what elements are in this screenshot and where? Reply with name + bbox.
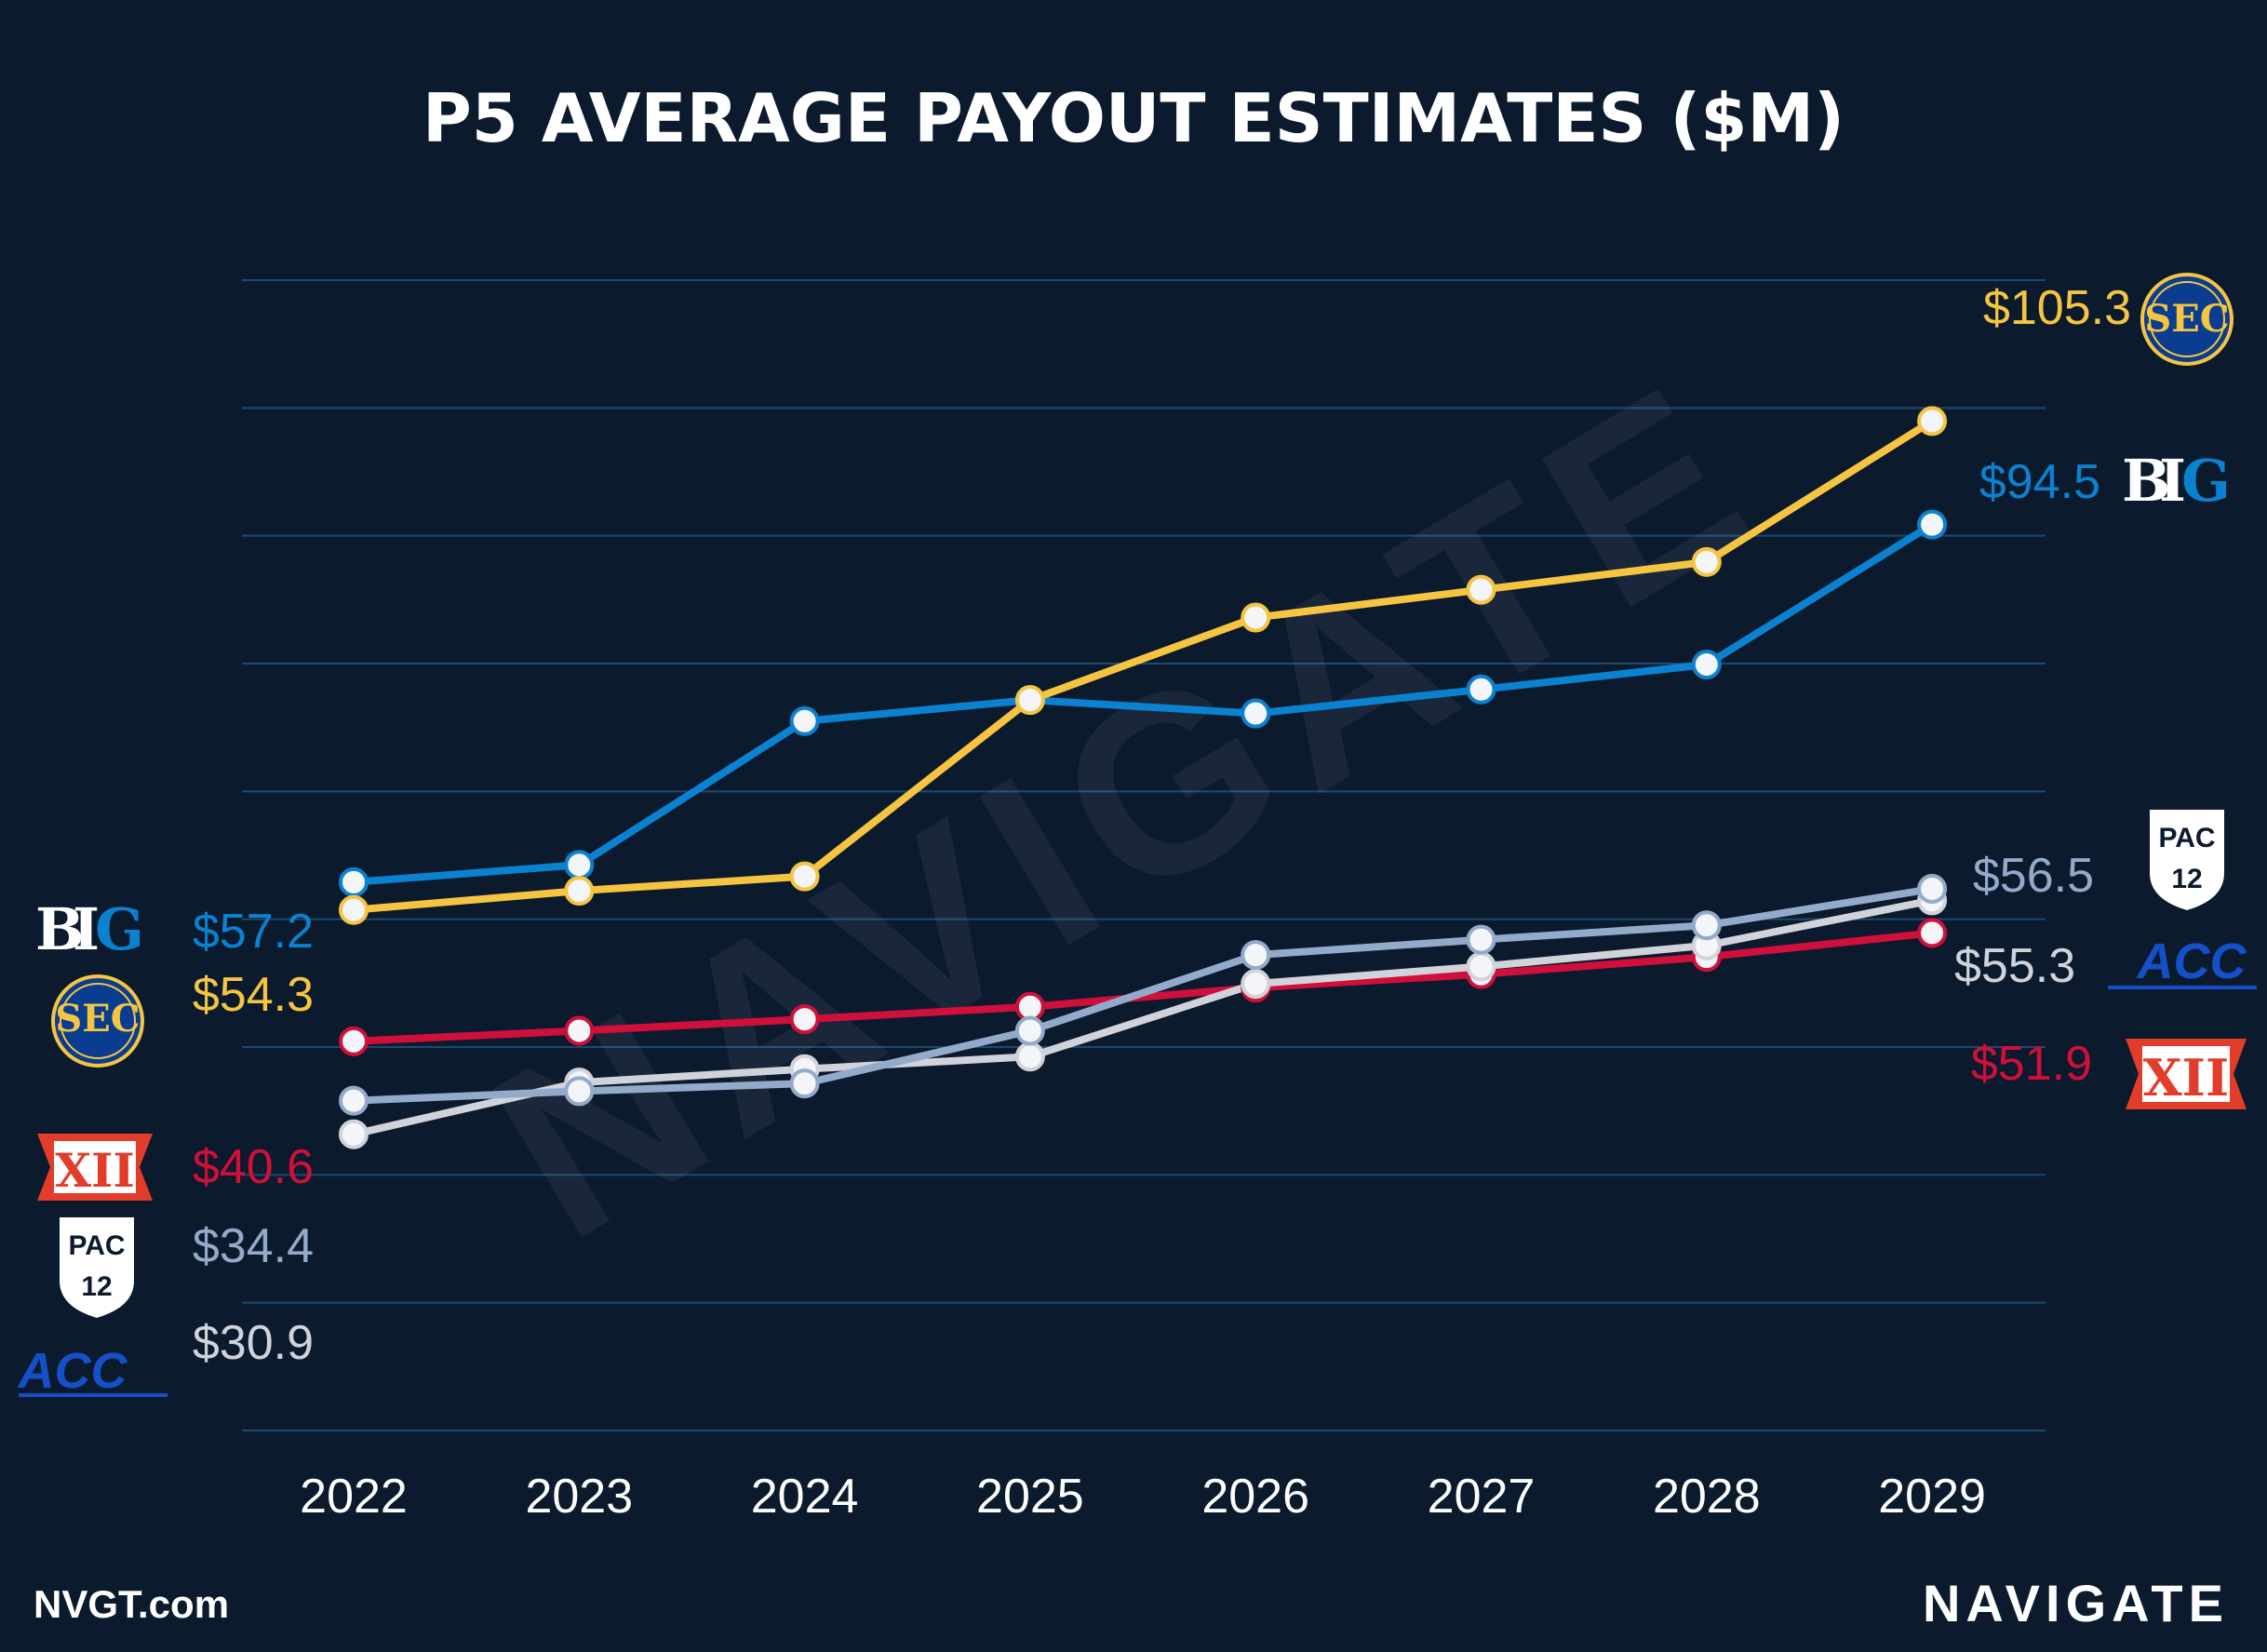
data-point-pac-12 [789, 1068, 820, 1099]
start-label-big-12: $40.6 [193, 1140, 314, 1194]
acc-logo-left: ACC [17, 1343, 168, 1399]
data-point-pac-12 [1014, 1015, 1045, 1046]
data-point-big-12 [1917, 918, 1948, 948]
svg-text:12: 12 [81, 1271, 112, 1302]
pac-12-logo-right: PAC 12 [2146, 806, 2228, 915]
gridlines [242, 279, 2046, 1431]
svg-text:XII: XII [2143, 1048, 2229, 1108]
data-point-pac-12 [564, 1076, 595, 1107]
series-labels: $54.3 $105.3 $57.2 $94.5 $34.4 $56.5 $30.9 $55.… [193, 281, 2131, 1370]
sec-logo-left: SEC [51, 974, 144, 1068]
series-points [339, 406, 1948, 1149]
start-label-sec: $54.3 [193, 968, 314, 1022]
data-point-big-ten [1241, 698, 1271, 729]
x-axis-ticks: 2022 2023 2024 2025 2026 2027 2028 2029 [300, 1470, 1986, 1524]
big-12-logo-left: XII [37, 1134, 153, 1201]
data-point-big-12 [789, 1004, 820, 1035]
data-point-pac-12 [1691, 910, 1722, 941]
x-tick-label: 2029 [1878, 1470, 1986, 1524]
data-point-big-ten [1691, 650, 1722, 680]
data-point-pac-12 [1466, 924, 1496, 955]
big-12-logo-right: XII [2126, 1039, 2247, 1109]
x-tick-label: 2024 [751, 1470, 859, 1524]
svg-text:B: B [35, 895, 84, 963]
data-point-big-12 [339, 1026, 369, 1056]
data-point-sec [1917, 406, 1948, 437]
data-point-big-ten [339, 866, 369, 897]
svg-text:ACC: ACC [2136, 933, 2247, 989]
series-line-big-12 [350, 929, 1937, 1045]
data-point-sec [1014, 685, 1045, 716]
chart-title: P5 AVERAGE PAYOUT ESTIMATES ($M) [423, 79, 1844, 157]
pac-12-logo-left: PAC 12 [56, 1214, 138, 1323]
svg-text:PAC: PAC [68, 1230, 125, 1261]
footer-site: NVGT.com [34, 1582, 229, 1626]
end-label-pac-12: $56.5 [1973, 849, 2094, 903]
end-label-sec: $105.3 [1983, 281, 2131, 335]
svg-text:PAC: PAC [2158, 823, 2215, 853]
x-tick-label: 2023 [525, 1470, 633, 1524]
data-point-sec [1241, 602, 1271, 633]
svg-text:G: G [95, 895, 144, 963]
sec-logo-right: SEC [2140, 273, 2233, 366]
data-point-big-ten [1466, 674, 1496, 705]
series-line-sec [350, 417, 1937, 914]
start-label-pac-12: $34.4 [193, 1219, 314, 1273]
data-point-big-12 [564, 1015, 595, 1046]
end-label-big-12: $51.9 [1971, 1037, 2092, 1091]
watermark: NAVIGATE [451, 326, 1804, 1292]
x-tick-label: 2025 [976, 1470, 1084, 1524]
data-point-sec [1691, 546, 1722, 577]
data-point-sec [564, 876, 595, 907]
x-tick-label: 2022 [300, 1470, 408, 1524]
acc-logo-right: ACC [2108, 933, 2257, 989]
x-tick-label: 2027 [1428, 1470, 1536, 1524]
data-point-big-ten [789, 705, 820, 736]
data-point-sec [339, 894, 369, 925]
data-point-pac-12 [1917, 874, 1948, 905]
end-label-big-ten: $94.5 [1979, 455, 2100, 509]
data-point-big-ten [1917, 509, 1948, 540]
svg-text:I: I [2159, 447, 2186, 515]
start-label-big-ten: $57.2 [193, 905, 314, 959]
data-point-sec [1466, 574, 1496, 605]
data-point-sec [789, 861, 820, 892]
data-point-big-ten [564, 850, 595, 880]
data-point-acc [339, 1119, 369, 1149]
x-tick-label: 2026 [1201, 1470, 1309, 1524]
data-point-pac-12 [339, 1085, 369, 1116]
svg-text:SEC: SEC [2144, 297, 2229, 341]
big-ten-logo-left: B I G [35, 895, 144, 963]
data-point-acc [1014, 1041, 1045, 1072]
series-line-pac-12 [350, 885, 1937, 1105]
data-point-acc [1241, 969, 1271, 1000]
x-tick-label: 2028 [1653, 1470, 1761, 1524]
start-label-acc: $30.9 [193, 1316, 314, 1370]
svg-text:I: I [73, 895, 100, 963]
svg-text:SEC: SEC [55, 997, 140, 1041]
series-lines [350, 417, 1937, 1138]
svg-text:B: B [2122, 447, 2170, 515]
footer-brand: NAVIGATE [1923, 1574, 2229, 1632]
svg-text:G: G [2181, 447, 2231, 515]
svg-text:XII: XII [55, 1143, 135, 1198]
data-point-pac-12 [1241, 940, 1271, 971]
big-ten-logo-right: B I G [2122, 447, 2231, 515]
svg-text:ACC: ACC [17, 1343, 128, 1399]
data-point-acc [1466, 951, 1496, 982]
end-label-acc: $55.3 [1954, 939, 2075, 993]
series-line-acc [350, 896, 1937, 1138]
svg-text:12: 12 [2171, 864, 2202, 894]
series-line-big-ten [350, 520, 1937, 886]
